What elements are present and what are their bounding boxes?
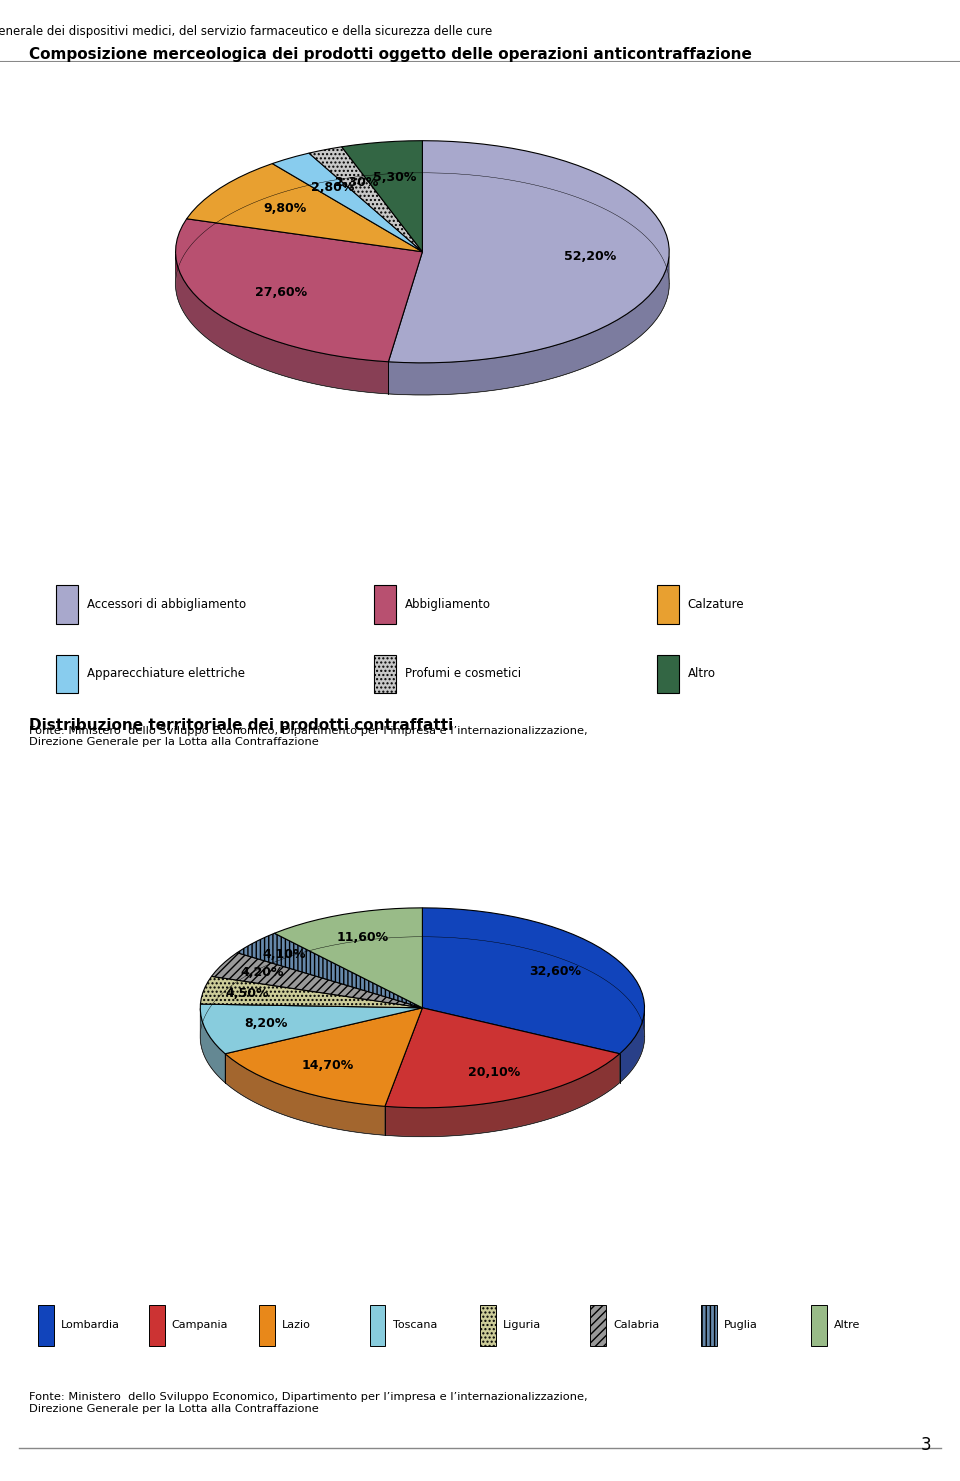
Text: Toscana: Toscana [393, 1321, 437, 1330]
Text: Apparecchiature elettriche: Apparecchiature elettriche [87, 668, 245, 680]
Polygon shape [225, 1007, 422, 1106]
Text: Lombardia: Lombardia [61, 1321, 120, 1330]
FancyBboxPatch shape [590, 1305, 607, 1346]
Text: Distribuzione territoriale dei prodotti contraffatti: Distribuzione territoriale dei prodotti … [29, 718, 453, 733]
FancyBboxPatch shape [374, 585, 396, 624]
FancyBboxPatch shape [56, 655, 78, 693]
Polygon shape [309, 147, 422, 252]
FancyBboxPatch shape [370, 1305, 386, 1346]
Text: Composizione merceologica dei prodotti oggetto delle operazioni anticontraffazio: Composizione merceologica dei prodotti o… [29, 47, 752, 62]
Polygon shape [176, 173, 669, 395]
Text: 2,30%: 2,30% [334, 176, 378, 190]
Text: 2,80%: 2,80% [311, 182, 354, 194]
Text: 4,50%: 4,50% [226, 986, 269, 1000]
FancyBboxPatch shape [811, 1305, 828, 1346]
Polygon shape [385, 1007, 620, 1108]
Text: 14,70%: 14,70% [301, 1059, 354, 1072]
FancyBboxPatch shape [657, 585, 679, 624]
FancyBboxPatch shape [149, 1305, 165, 1346]
Polygon shape [186, 163, 422, 252]
Polygon shape [620, 1010, 644, 1083]
Text: Liguria: Liguria [503, 1321, 541, 1330]
Text: 52,20%: 52,20% [564, 250, 616, 264]
Text: 32,60%: 32,60% [529, 966, 581, 977]
FancyBboxPatch shape [701, 1305, 717, 1346]
Polygon shape [422, 908, 644, 1054]
Text: Calabria: Calabria [613, 1321, 660, 1330]
Polygon shape [176, 255, 389, 394]
Text: Direzione generale dei dispositivi medici, del servizio farmaceutico e della sic: Direzione generale dei dispositivi medic… [0, 25, 492, 37]
Text: 8,20%: 8,20% [245, 1017, 288, 1029]
Polygon shape [201, 1009, 225, 1083]
Polygon shape [176, 219, 422, 361]
Polygon shape [237, 933, 422, 1007]
Text: 5,30%: 5,30% [372, 170, 417, 184]
Polygon shape [342, 141, 422, 252]
Text: Profumi e cosmetici: Profumi e cosmetici [405, 668, 521, 680]
FancyBboxPatch shape [480, 1305, 496, 1346]
Text: 3: 3 [921, 1437, 931, 1454]
Text: Campania: Campania [172, 1321, 228, 1330]
Polygon shape [201, 937, 644, 1136]
FancyBboxPatch shape [657, 655, 679, 693]
FancyBboxPatch shape [374, 655, 396, 693]
FancyBboxPatch shape [38, 1305, 55, 1346]
Text: Calzature: Calzature [687, 598, 744, 610]
Polygon shape [211, 952, 422, 1007]
Polygon shape [389, 141, 669, 363]
Text: Fonte: Ministero  dello Sviluppo Economico, Dipartimento per l’impresa e l’inter: Fonte: Ministero dello Sviluppo Economic… [29, 1392, 588, 1414]
Text: Accessori di abbigliamento: Accessori di abbigliamento [87, 598, 246, 610]
Text: 11,60%: 11,60% [337, 932, 389, 945]
Polygon shape [201, 1004, 422, 1054]
Polygon shape [385, 1054, 620, 1136]
Polygon shape [273, 153, 422, 252]
Text: Lazio: Lazio [282, 1321, 311, 1330]
Text: Altre: Altre [834, 1321, 860, 1330]
FancyBboxPatch shape [56, 585, 78, 624]
Text: 4,10%: 4,10% [263, 948, 306, 961]
Text: Altro: Altro [687, 668, 715, 680]
Polygon shape [389, 256, 669, 395]
Text: Abbigliamento: Abbigliamento [405, 598, 491, 610]
Text: 27,60%: 27,60% [254, 286, 307, 299]
Text: Puglia: Puglia [724, 1321, 757, 1330]
Polygon shape [275, 908, 422, 1007]
Polygon shape [225, 1054, 385, 1136]
Text: 4,20%: 4,20% [241, 967, 284, 979]
Text: 9,80%: 9,80% [263, 201, 306, 215]
Polygon shape [201, 976, 422, 1007]
Text: Fonte: Ministero  dello Sviluppo Economico, Dipartimento per l’impresa e l’inter: Fonte: Ministero dello Sviluppo Economic… [29, 726, 588, 748]
Text: 20,10%: 20,10% [468, 1066, 519, 1078]
FancyBboxPatch shape [259, 1305, 276, 1346]
